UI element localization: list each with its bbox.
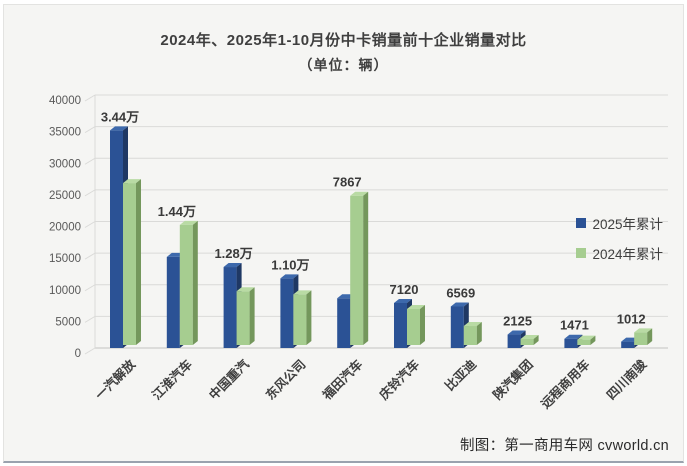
bar-2024-9-top [634, 328, 653, 333]
bar-2024-1-front [179, 224, 193, 345]
title-block: 2024年、2025年1-10月份中卡销量前十企业销量对比 （单位：辆） [4, 29, 683, 75]
bar-2024-0-side [136, 179, 141, 345]
y-tick-label: 25000 [49, 190, 81, 202]
x-category-label: 庆铃汽车 [375, 356, 422, 403]
x-category-label: 远程商用车 [538, 356, 593, 411]
x-category-label: 一汽解放 [92, 356, 138, 402]
bar-2024-2-front [236, 291, 250, 345]
y-tick-label: 20000 [49, 222, 81, 234]
bar-2024-4-side [363, 191, 369, 345]
bar-2024-4-top [350, 191, 369, 196]
bar-2024-4-front [350, 195, 364, 345]
x-category-label: 四川南骏 [603, 356, 649, 402]
x-category-label: 比亚迪 [442, 356, 479, 393]
bar-2024-3-front [293, 294, 307, 345]
value-label: 1471 [560, 318, 589, 333]
y-tick-label: 30000 [49, 158, 81, 170]
legend-item-2025: 2025年累计 [576, 213, 663, 233]
bar-2025-4-front [337, 298, 351, 348]
bar-2024-8-front [577, 339, 591, 345]
bar-2024-6-top [463, 322, 482, 327]
depth-tick [84, 157, 96, 165]
depth-tick [84, 252, 96, 260]
credit-line: 制图：第一商用车网 cvworld.cn [459, 438, 669, 454]
depth-tick [84, 94, 96, 102]
bar-2024-0-front [123, 183, 136, 345]
value-label: 3.44万 [101, 109, 139, 124]
y-tick-label: 15000 [49, 253, 81, 265]
x-category-label: 福田汽车 [319, 356, 366, 403]
bar-2024-5-side [420, 304, 425, 345]
depth-tick [84, 221, 96, 228]
depth-tick [84, 189, 96, 197]
bar-2024-7-front [520, 338, 534, 345]
value-label: 1.10万 [271, 257, 309, 272]
x-category-label: 东风公司 [263, 357, 309, 403]
value-label: 2125 [503, 314, 532, 329]
bar-2024-5-front [407, 308, 420, 345]
x-category-label: 陕汽集团 [490, 357, 536, 403]
depth-tick [84, 126, 96, 134]
bar-2025-0-top [110, 126, 128, 131]
chart-panel: 0 5000 10000 15000 20000 25000 30000 35000 40000… [3, 4, 684, 463]
value-label: 6569 [446, 285, 475, 300]
bar-2025-5-front [394, 302, 407, 348]
value-label: 7120 [390, 282, 419, 297]
bar-2025-9-front [621, 341, 635, 348]
legend-label-2024: 2024年累计 [592, 247, 663, 262]
bar-2024-9-front [634, 332, 648, 345]
bar-2024-7-top [520, 334, 539, 339]
bar-2024-9-side [647, 328, 653, 345]
value-label: 1012 [617, 311, 646, 326]
bar-2025-5-top [394, 298, 412, 303]
bar-2025-2-front [223, 267, 237, 348]
value-label: 7867 [333, 175, 362, 190]
y-tick-label: 35000 [49, 127, 81, 139]
bar-2025-7-front [507, 334, 521, 348]
chart-title: 2024年、2025年1-10月份中卡销量前十企业销量对比 [160, 32, 527, 49]
x-category-label: 江淮汽车 [149, 356, 195, 402]
bar-2025-3-front [280, 278, 294, 348]
bar-2024-5-top [407, 304, 425, 309]
bar-2025-8-front [564, 338, 578, 348]
depth-tick [84, 347, 96, 355]
bar-2024-8-side [590, 335, 596, 345]
y-tick-label: 40000 [49, 95, 81, 107]
depth-tick [84, 315, 96, 323]
y-tick-label: 10000 [49, 285, 81, 297]
bar-2025-3-top [280, 274, 299, 279]
bar-2024-3-side [306, 290, 312, 345]
legend-swatch-2025-icon [576, 218, 587, 228]
legend-item-2024: 2024年累计 [576, 243, 663, 263]
bar-2024-2-side [249, 287, 255, 345]
legend-swatch-2024-icon [576, 248, 587, 258]
bar-2024-3-top [293, 290, 312, 295]
bar-2024-6-front [463, 326, 477, 345]
value-label: 1.44万 [158, 204, 196, 219]
bar-2024-2-top [236, 287, 255, 292]
bar-2024-7-side [533, 334, 539, 345]
bar-2024-1-top [179, 220, 198, 225]
legend: 2025年累计 2024年累计 [576, 213, 663, 263]
y-tick-label: 5000 [55, 316, 81, 328]
bar-2025-7-top [507, 330, 526, 335]
bar-2025-6-front [450, 306, 464, 348]
y-tick-label: 0 [75, 348, 81, 360]
bar-2024-0-top [123, 179, 141, 184]
value-label: 1.28万 [214, 246, 252, 261]
plot-area: 0 5000 10000 15000 20000 25000 30000 35000 40000… [49, 94, 668, 411]
x-category-label: 中国重汽 [206, 356, 252, 402]
bar-2025-1-front [166, 256, 180, 348]
bar-2025-0-front [110, 130, 123, 348]
bar-2024-8-top [577, 335, 596, 340]
bar-2025-8-top [564, 334, 583, 339]
bar-2025-6-top [450, 302, 469, 307]
chart-subtitle: （单位：辆） [298, 57, 389, 73]
bar-2025-2-top [223, 263, 242, 268]
legend-label-2025: 2025年累计 [592, 217, 663, 232]
bar-2024-6-side [476, 322, 482, 345]
depth-tick [84, 284, 96, 292]
bar-2024-1-side [192, 220, 198, 345]
